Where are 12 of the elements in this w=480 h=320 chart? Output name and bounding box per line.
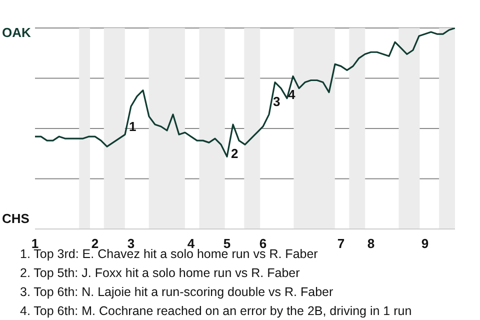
annotation: 1 <box>129 119 136 134</box>
text: OAK <box>2 25 31 40</box>
annotation: 3 <box>273 94 280 109</box>
x-tick-label: 7 <box>337 236 345 252</box>
text: 2. Top 5th: J. Foxx hit a solo home run vs R. Faber <box>20 265 301 282</box>
text: 4. Top 6th: M. Cochrane reached on an error by the 2B, driving in 1 run <box>20 303 413 320</box>
annotation: 2 <box>231 146 238 161</box>
annotation: 4 <box>288 87 296 102</box>
x-tick-label: 8 <box>367 236 375 252</box>
text: CHS <box>2 211 30 226</box>
text: 3. Top 6th: N. Lajoie hit a run-scoring double vs R. Faber <box>20 284 334 301</box>
x-tick-label: 9 <box>421 236 429 252</box>
